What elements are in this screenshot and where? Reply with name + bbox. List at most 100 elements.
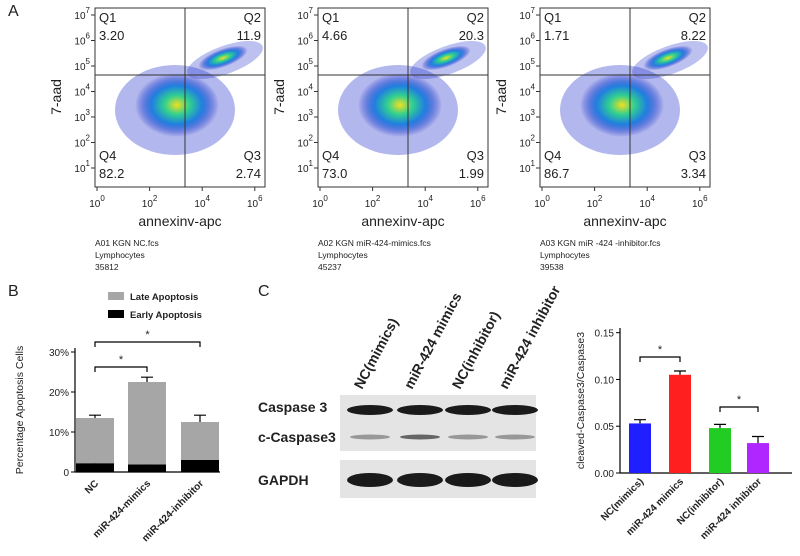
quadrant-percent: 73.0 (322, 166, 347, 181)
bar-segment (181, 460, 219, 472)
file-caption: A01 KGN NC.fcs (95, 238, 159, 248)
y-tick-label: 107 (519, 6, 535, 22)
quadrant-percent: 1.71 (544, 28, 569, 43)
x-tick-label: 100 (89, 194, 105, 210)
band (347, 473, 393, 487)
file-caption: A03 KGN miR -424 -inhibitor.fcs (540, 238, 660, 248)
tick-exponent: 2 (309, 134, 314, 143)
legend-swatch (108, 292, 124, 300)
x-axis-label: annexinv-apc (583, 213, 666, 229)
significance-bracket (639, 356, 681, 362)
tick-base: 10 (297, 11, 309, 22)
quadrant-name: Q1 (544, 10, 561, 25)
density-core (580, 73, 664, 137)
tick-exponent: 0 (545, 194, 550, 203)
plot-frame (94, 7, 266, 188)
y-tick-label: 101 (519, 159, 535, 175)
tick-exponent: 6 (481, 194, 486, 203)
quadrant-name: Q1 (99, 10, 116, 25)
quadrant-percent: 1.99 (459, 166, 484, 181)
error-bar (141, 376, 153, 382)
tick-exponent: 6 (531, 32, 536, 41)
tick-exponent: 2 (598, 194, 603, 203)
significance-label: * (737, 394, 742, 406)
tick-base: 10 (297, 113, 309, 124)
tick-exponent: 2 (376, 194, 381, 203)
significance-label: * (145, 329, 150, 341)
y-tick-label: 104 (74, 83, 90, 99)
bar-segment (128, 464, 166, 472)
tick-base: 10 (692, 199, 704, 210)
x-tick-label: 102 (587, 194, 603, 210)
quadrant-name: Q3 (467, 148, 484, 163)
density-core (358, 73, 442, 137)
tick-base: 10 (194, 199, 206, 210)
file-caption: A02 KGN miR-424-mimics.fcs (318, 238, 431, 248)
band (495, 434, 535, 440)
y-tick-label: 30% (49, 348, 69, 359)
band (492, 473, 538, 487)
y-tick-label: 106 (74, 32, 90, 48)
quadrant-percent: 4.66 (322, 28, 347, 43)
x-tick-label: NC (83, 478, 101, 496)
band (397, 405, 443, 415)
tick-base: 10 (74, 62, 86, 73)
file-caption: 39538 (540, 262, 564, 272)
file-caption: Lymphocytes (95, 250, 145, 260)
tick-exponent: 1 (531, 159, 536, 168)
band (347, 405, 393, 415)
y-axis-label: 7-aad (48, 79, 64, 115)
density-core (135, 73, 219, 137)
quadrant-percent: 3.20 (99, 28, 124, 43)
tick-base: 10 (417, 199, 429, 210)
tick-base: 10 (519, 164, 531, 175)
tick-exponent: 1 (86, 159, 91, 168)
quadrant-name: Q3 (244, 148, 261, 163)
error-bar (194, 414, 206, 422)
band (350, 434, 390, 440)
blot-row-label: c-Caspase3 (258, 429, 336, 445)
y-tick-label: 106 (297, 32, 313, 48)
error-bar (634, 419, 646, 424)
y-tick-label: 0 (63, 468, 69, 479)
tick-exponent: 6 (309, 32, 314, 41)
y-axis-label: 7-aad (271, 79, 287, 115)
significance-bracket (94, 341, 201, 347)
y-axis-label: Percentage Apoptosis Cells (14, 346, 26, 474)
density-core (421, 45, 471, 71)
tick-base: 10 (534, 199, 546, 210)
y-tick-label: 0.15 (595, 329, 615, 340)
y-tick-label: 101 (74, 159, 90, 175)
tick-base: 10 (297, 62, 309, 73)
tick-base: 10 (74, 164, 86, 175)
tick-exponent: 4 (86, 83, 91, 92)
significance-bracket (94, 366, 148, 372)
tick-exponent: 5 (86, 57, 91, 66)
quadrant-name: Q4 (322, 148, 339, 163)
legend-label: Late Apoptosis (130, 292, 198, 303)
bar (629, 423, 651, 473)
tick-base: 10 (587, 199, 599, 210)
panel-label: A (8, 3, 19, 20)
x-axis-label: annexinv-apc (361, 213, 444, 229)
tick-base: 10 (519, 139, 531, 150)
significance-bracket (719, 406, 759, 412)
y-axis-label: cleaved-Caspase3/Caspase3 (575, 332, 587, 469)
file-caption: 35812 (95, 262, 119, 272)
tick-exponent: 2 (153, 194, 158, 203)
x-tick-label: 106 (470, 194, 486, 210)
y-tick-label: 101 (297, 159, 313, 175)
bar-segment (128, 382, 166, 465)
quadrant-name: Q2 (689, 10, 706, 25)
y-tick-label: 102 (519, 134, 535, 150)
error-bar (674, 370, 686, 375)
band (397, 473, 443, 487)
y-tick-label: 104 (519, 83, 535, 99)
error-bar (714, 423, 726, 429)
tick-exponent: 6 (86, 32, 91, 41)
x-tick-label: 106 (692, 194, 708, 210)
y-tick-label: 103 (74, 108, 90, 124)
tick-exponent: 5 (531, 57, 536, 66)
y-tick-label: 105 (519, 57, 535, 73)
